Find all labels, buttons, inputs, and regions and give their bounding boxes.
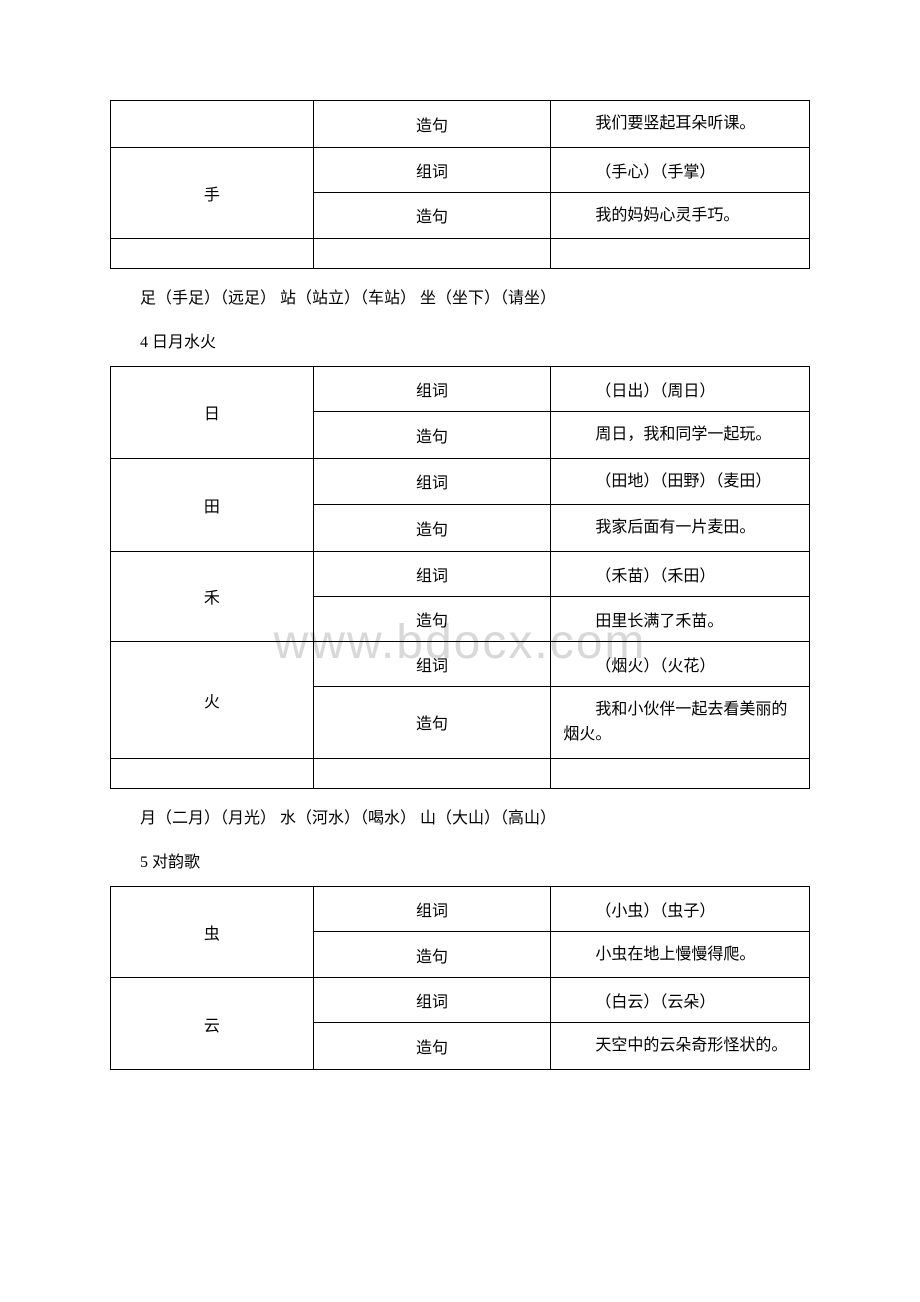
vocab-table-1: 造句 我们要竖起耳朵听课。 手 组词 （手心）（手掌） 造句 我的妈妈心灵手巧。: [110, 100, 810, 269]
type-cell: 造句: [313, 596, 551, 641]
char-cell: 火: [111, 641, 314, 758]
content-cell: 我和小伙伴一起去看美丽的烟火。: [551, 686, 810, 758]
table-empty-row: [111, 239, 810, 269]
table-row: 禾 组词 （禾苗）（禾田）: [111, 551, 810, 596]
type-cell: 造句: [313, 686, 551, 758]
table-row: 云 组词 （白云）（云朵）: [111, 978, 810, 1023]
type-cell: 造句: [313, 931, 551, 978]
type-cell: 组词: [313, 366, 551, 411]
content-cell: 小虫在地上慢慢得爬。: [551, 931, 810, 978]
content-cell: 我们要竖起耳朵听课。: [551, 101, 810, 148]
type-cell: 造句: [313, 505, 551, 552]
type-cell: 组词: [313, 458, 551, 505]
content-cell: （禾苗）（禾田）: [551, 551, 810, 596]
table-row: 田 组词 （田地）（田野）（麦田）: [111, 458, 810, 505]
content-cell: （烟火）（火花）: [551, 641, 810, 686]
table-row: 造句 我们要竖起耳朵听课。: [111, 101, 810, 148]
type-cell: 组词: [313, 886, 551, 931]
vocab-table-2: 日 组词 （日出）（周日） 造句 周日，我和同学一起玩。 田 组词 （田地）（田…: [110, 366, 810, 789]
empty-cell: [551, 239, 810, 269]
type-cell: 组词: [313, 551, 551, 596]
content-cell: （白云）（云朵）: [551, 978, 810, 1023]
extra-vocab-line-2: 月（二月）（月光） 水（河水）（喝水） 山（大山）（高山）: [140, 805, 810, 834]
char-cell: 禾: [111, 551, 314, 641]
type-cell: 组词: [313, 641, 551, 686]
empty-cell: [313, 239, 551, 269]
table-row: 日 组词 （日出）（周日）: [111, 366, 810, 411]
content-cell: 周日，我和同学一起玩。: [551, 411, 810, 458]
empty-cell: [111, 239, 314, 269]
table-row: 火 组词 （烟火）（火花）: [111, 641, 810, 686]
content-cell: 我的妈妈心灵手巧。: [551, 192, 810, 239]
table-row: 手 组词 （手心）（手掌）: [111, 147, 810, 192]
type-cell: 组词: [313, 147, 551, 192]
char-cell: 云: [111, 978, 314, 1070]
section-heading-2: 5 对韵歌: [140, 848, 810, 872]
char-cell: 日: [111, 366, 314, 458]
type-cell: 造句: [313, 101, 551, 148]
type-cell: 造句: [313, 1023, 551, 1070]
content-cell: （田地）（田野）（麦田）: [551, 458, 810, 505]
content-cell: （日出）（周日）: [551, 366, 810, 411]
char-cell: 虫: [111, 886, 314, 978]
char-cell: 手: [111, 147, 314, 239]
type-cell: 组词: [313, 978, 551, 1023]
content-cell: 天空中的云朵奇形怪状的。: [551, 1023, 810, 1070]
empty-cell: [551, 758, 810, 788]
char-cell: 田: [111, 458, 314, 551]
content-cell: 我家后面有一片麦田。: [551, 505, 810, 552]
type-cell: 造句: [313, 411, 551, 458]
section-heading-1: 4 日月水火: [140, 328, 810, 352]
extra-vocab-line-1: 足（手足）（远足） 站（站立）（车站） 坐（坐下）（请坐）: [140, 285, 810, 314]
table-empty-row: [111, 758, 810, 788]
vocab-table-3: 虫 组词 （小虫）（虫子） 造句 小虫在地上慢慢得爬。 云 组词 （白云）（云朵…: [110, 886, 810, 1070]
table-row: 虫 组词 （小虫）（虫子）: [111, 886, 810, 931]
empty-cell: [111, 758, 314, 788]
content-cell: 田里长满了禾苗。: [551, 596, 810, 641]
empty-cell: [313, 758, 551, 788]
char-cell-empty: [111, 101, 314, 148]
content-cell: （小虫）（虫子）: [551, 886, 810, 931]
content-cell: （手心）（手掌）: [551, 147, 810, 192]
type-cell: 造句: [313, 192, 551, 239]
